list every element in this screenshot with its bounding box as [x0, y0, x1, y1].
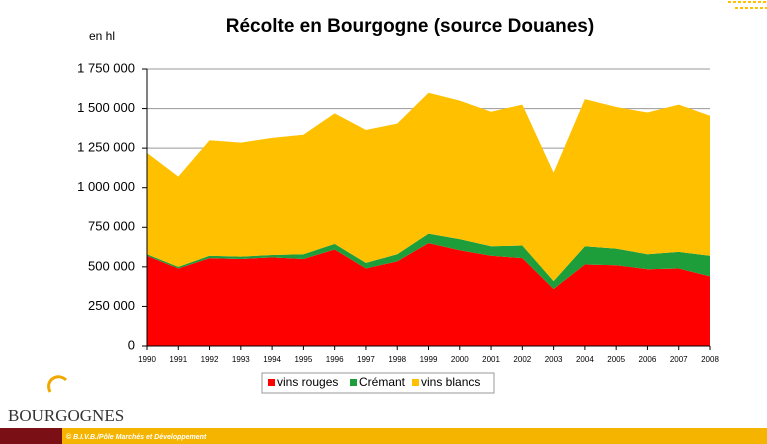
x-tick-label: 1997 — [357, 355, 375, 364]
x-tick-label: 1993 — [232, 355, 250, 364]
logo-swirl — [47, 375, 68, 393]
y-tick-label: 500 000 — [88, 258, 135, 273]
y-tick-label: 0 — [128, 337, 135, 352]
x-tick-label: 2003 — [545, 355, 563, 364]
axes: 0 250 000 500 000 750 000 1 000 000 1 250 000… — [77, 60, 719, 364]
legend-swatch — [268, 379, 275, 386]
legend-box — [261, 372, 495, 394]
y-tick-label: 250 000 — [88, 298, 135, 313]
x-tick-label: 1995 — [294, 355, 312, 364]
y-tick-label: 1 250 000 — [77, 140, 135, 155]
x-tick-label: 1990 — [138, 355, 156, 364]
legend: vins rouges Crémant vins blancs — [268, 375, 480, 389]
legend-label: vins blancs — [421, 375, 480, 389]
logo: BOURGOGNES — [8, 406, 124, 425]
x-tick-label: 2001 — [482, 355, 500, 364]
chart-title: Récolte en Bourgogne (source Douanes) — [226, 16, 594, 37]
y-tick-label: 1 500 000 — [77, 100, 135, 115]
x-tick-label: 2006 — [639, 355, 657, 364]
y-axis-label: en hl — [89, 29, 115, 43]
legend-label: Crémant — [359, 375, 406, 389]
x-tick-label: 2002 — [513, 355, 531, 364]
footer-credit: © B.I.V.B./Pôle Marchés et Développement — [66, 433, 207, 441]
x-tick-label: 2008 — [701, 355, 719, 364]
footer-strip — [62, 428, 767, 444]
areas — [147, 92, 710, 346]
x-tick-label: 2007 — [670, 355, 688, 364]
x-tick-label: 1996 — [326, 355, 344, 364]
x-tick-label: 2000 — [451, 355, 469, 364]
area — [147, 92, 710, 282]
y-tick-label: 1 750 000 — [77, 60, 135, 75]
y-tick-label: 1 000 000 — [77, 179, 135, 194]
x-tick-label: 1994 — [263, 355, 281, 364]
x-tick-label: 1998 — [388, 355, 406, 364]
y-tick-label: 750 000 — [88, 219, 135, 234]
legend-label: vins rouges — [277, 375, 338, 389]
x-tick-label: 1991 — [169, 355, 187, 364]
x-tick-label: 2004 — [576, 355, 594, 364]
footer-block — [0, 428, 62, 444]
area — [147, 233, 710, 290]
legend-swatch — [350, 379, 357, 386]
area — [147, 243, 710, 346]
corner-decoration — [728, 1, 767, 9]
x-tick-label: 2005 — [607, 355, 625, 364]
legend-swatch — [412, 379, 419, 386]
x-tick-label: 1999 — [420, 355, 438, 364]
x-tick-label: 1992 — [201, 355, 219, 364]
